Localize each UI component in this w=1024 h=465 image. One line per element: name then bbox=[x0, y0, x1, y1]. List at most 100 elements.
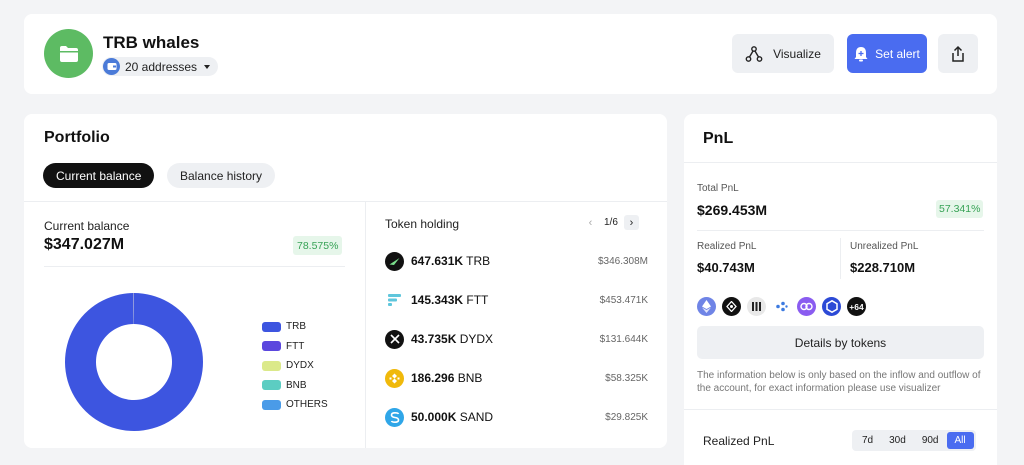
divider bbox=[365, 202, 366, 448]
divider bbox=[840, 238, 841, 279]
chart-legend: TRB FTT DYDX BNB OTHERS bbox=[262, 317, 328, 415]
share-button[interactable] bbox=[938, 34, 978, 73]
coin-stripes-icon bbox=[747, 297, 766, 316]
pnl-title: PnL bbox=[703, 130, 734, 147]
current-balance-change-badge: 78.575% bbox=[293, 236, 343, 255]
dydx-icon bbox=[385, 329, 404, 349]
details-by-tokens-button[interactable]: Details by tokens bbox=[697, 326, 984, 359]
coin-link-icon bbox=[797, 297, 816, 316]
period-90d[interactable]: 90d bbox=[921, 435, 939, 446]
total-pnl-label: Total PnL bbox=[697, 183, 739, 194]
header-card: TRB whales 20 addresses Visualize Set al… bbox=[24, 14, 997, 94]
token-holding-label: Token holding bbox=[385, 217, 460, 231]
pnl-info-note: The information below is only based on t… bbox=[697, 370, 981, 394]
token-usd-value: $453.471K bbox=[599, 294, 648, 306]
legend-item-others: OTHERS bbox=[262, 395, 328, 415]
token-amount: 145.343K bbox=[411, 293, 464, 307]
token-amount: 50.000K bbox=[411, 410, 457, 424]
period-selector: 7d 30d 90d All bbox=[852, 430, 976, 451]
visualize-label: Visualize bbox=[773, 46, 821, 61]
token-row-trb[interactable]: 647.631K TRB $346.308M bbox=[385, 250, 648, 272]
period-7d[interactable]: 7d bbox=[862, 435, 874, 446]
legend-label: BNB bbox=[286, 379, 307, 391]
realized-pnl-section-label: Realized PnL bbox=[703, 434, 775, 448]
chevron-down-icon bbox=[204, 64, 211, 69]
divider bbox=[44, 266, 345, 267]
token-symbol: SAND bbox=[459, 410, 494, 424]
addresses-label: 20 addresses bbox=[125, 59, 198, 74]
divider bbox=[697, 230, 984, 231]
coin-hex-icon bbox=[822, 297, 841, 316]
current-balance-value: $347.027M bbox=[44, 236, 125, 253]
token-symbol: BNB bbox=[457, 371, 483, 385]
token-pager: ‹ 1/6 › bbox=[583, 215, 639, 230]
legend-label: DYDX bbox=[286, 360, 314, 372]
token-symbol: DYDX bbox=[459, 332, 494, 346]
token-row-ftt[interactable]: 145.343K FTT $453.471K bbox=[385, 289, 648, 311]
token-symbol: TRB bbox=[466, 254, 491, 268]
chevron-right-icon[interactable]: › bbox=[623, 215, 639, 230]
legend-label: OTHERS bbox=[286, 399, 328, 411]
token-amount: 186.296 bbox=[411, 371, 455, 385]
token-symbol: FTT bbox=[466, 293, 489, 307]
page-title: TRB whales bbox=[103, 33, 200, 52]
sand-icon bbox=[385, 407, 404, 427]
realized-pnl-value: $40.743M bbox=[697, 260, 755, 275]
legend-item-ftt: FTT bbox=[262, 337, 328, 357]
coin-dots-icon bbox=[772, 297, 791, 316]
bnb-icon bbox=[385, 368, 404, 388]
token-row-sand[interactable]: 50.000K SAND $29.825K bbox=[385, 406, 648, 428]
pnl-card: PnL Total PnL $269.453M 57.341% Realized… bbox=[684, 114, 997, 465]
donut-slice-ftt[interactable] bbox=[133, 293, 134, 325]
set-alert-label: Set alert bbox=[875, 46, 920, 61]
ftt-icon bbox=[385, 290, 404, 310]
graph-nodes-icon bbox=[745, 45, 763, 62]
current-balance-label: Current balance bbox=[44, 219, 130, 233]
legend-item-dydx: DYDX bbox=[262, 356, 328, 376]
tab-current-balance[interactable]: Current balance bbox=[43, 163, 155, 188]
portfolio-card: Portfolio Current balance Balance histor… bbox=[24, 114, 667, 448]
token-amount: 43.735K bbox=[411, 332, 457, 346]
donut-slice-trb[interactable] bbox=[65, 293, 203, 431]
legend-swatch bbox=[262, 321, 281, 332]
divider bbox=[684, 162, 997, 163]
legend-swatch bbox=[262, 399, 281, 410]
total-pnl-value: $269.453M bbox=[697, 202, 768, 218]
period-30d[interactable]: 30d bbox=[889, 435, 906, 446]
unrealized-pnl-value: $228.710M bbox=[850, 260, 916, 275]
coin-black-icon bbox=[722, 297, 741, 316]
token-row-bnb[interactable]: 186.296 BNB $58.325K bbox=[385, 367, 648, 389]
set-alert-button[interactable]: Set alert bbox=[847, 34, 927, 73]
token-usd-value: $346.308M bbox=[597, 255, 648, 267]
visualize-button[interactable]: Visualize bbox=[732, 34, 834, 73]
more-coins-badge[interactable]: +64 bbox=[847, 297, 866, 316]
portfolio-title: Portfolio bbox=[44, 129, 110, 146]
divider bbox=[684, 409, 997, 410]
legend-swatch bbox=[262, 380, 281, 391]
token-amount: 647.631K bbox=[411, 254, 464, 268]
tab-balance-history[interactable]: Balance history bbox=[167, 163, 276, 188]
bell-plus-icon bbox=[854, 46, 868, 61]
page-indicator: 1/6 bbox=[604, 217, 618, 228]
folder-icon bbox=[59, 45, 78, 62]
wallet-icon bbox=[103, 58, 120, 75]
legend-swatch bbox=[262, 360, 281, 371]
portfolio-donut-chart bbox=[65, 293, 203, 431]
token-usd-value: $58.325K bbox=[605, 372, 648, 384]
realized-pnl-label: Realized PnL bbox=[697, 241, 757, 252]
unrealized-pnl-label: Unrealized PnL bbox=[850, 241, 919, 252]
legend-swatch bbox=[262, 341, 281, 352]
total-pnl-change-badge: 57.341% bbox=[936, 200, 984, 218]
folder-avatar bbox=[44, 29, 93, 78]
token-usd-value: $131.644K bbox=[599, 333, 648, 345]
legend-label: TRB bbox=[286, 321, 306, 333]
trb-icon bbox=[385, 251, 404, 271]
legend-item-bnb: BNB bbox=[262, 376, 328, 396]
addresses-dropdown[interactable]: 20 addresses bbox=[102, 57, 219, 76]
coin-icon-row: +64 bbox=[697, 297, 866, 316]
eth-icon bbox=[697, 297, 716, 316]
token-row-dydx[interactable]: 43.735K DYDX $131.644K bbox=[385, 328, 648, 350]
legend-item-trb: TRB bbox=[262, 317, 328, 337]
chevron-left-icon[interactable]: ‹ bbox=[588, 216, 593, 229]
period-all[interactable]: All bbox=[946, 432, 974, 449]
